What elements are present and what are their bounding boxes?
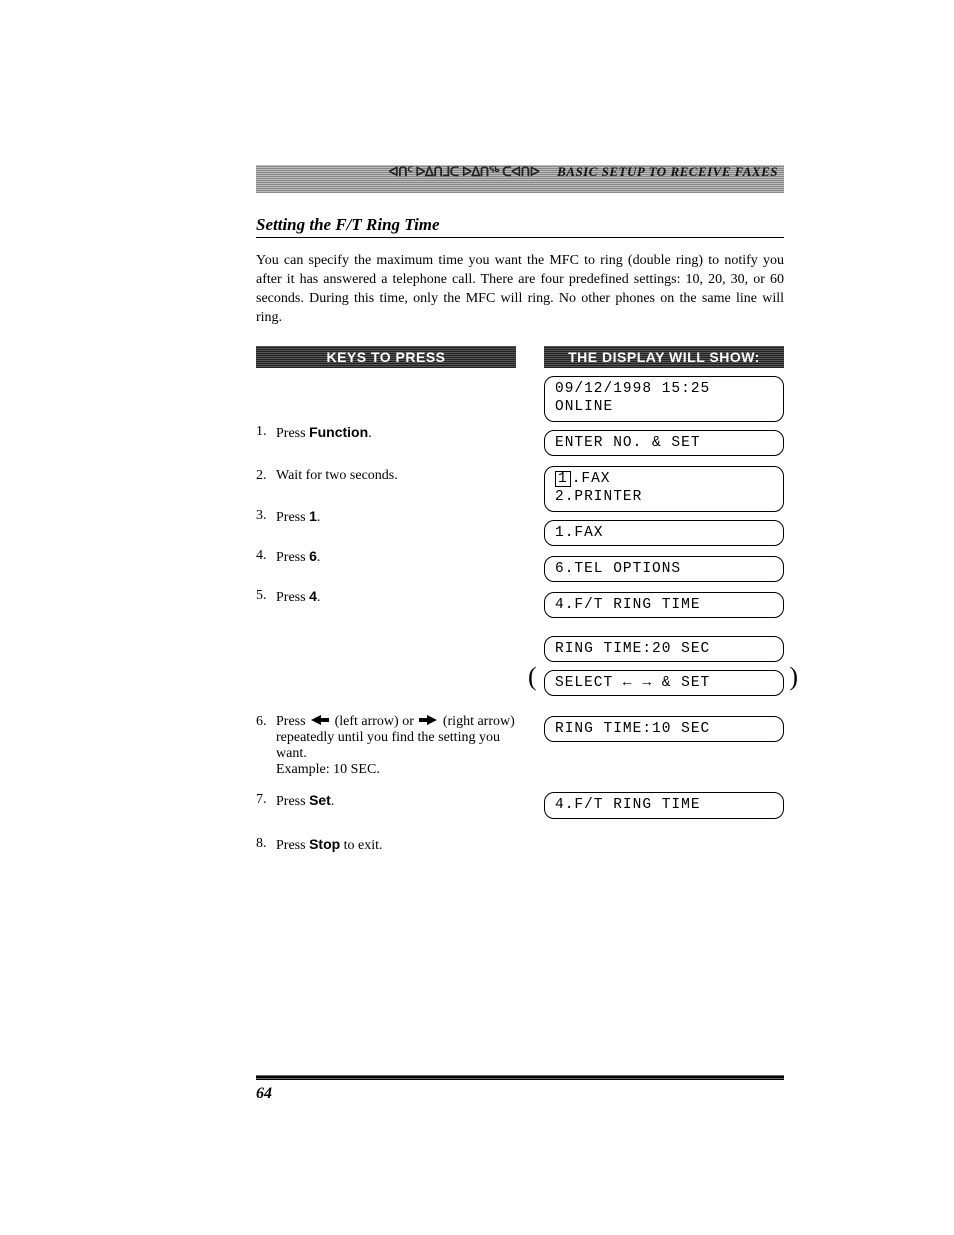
right-arrow-icon: [419, 714, 437, 730]
display-column: THE DISPLAY WILL SHOW: 09/12/1998 15:25 …: [544, 346, 784, 862]
chapter-header-band: ᐊᑎᑦ ᐅᐃᑎᒧᑕ ᐅᐃᑎᖅ ᑕᐊᑎᐅ BASIC SETUP TO RECEI…: [256, 165, 784, 193]
keys-to-press-column: KEYS TO PRESS 1. Press Function. 2. Wait…: [256, 346, 516, 862]
lcd-display: 1.FAX 2.PRINTER: [544, 466, 784, 512]
lcd-display: RING TIME:20 SEC: [544, 636, 784, 662]
lcd-display: SELECT ← → & SET: [544, 670, 784, 696]
boxed-digit: 1: [555, 471, 571, 488]
step-body: Press 1.: [276, 508, 516, 526]
step-text: Press: [276, 714, 309, 729]
step-keyword: 4: [309, 588, 317, 604]
step-number: 8.: [256, 836, 276, 854]
step-1: 1. Press Function.: [256, 424, 516, 442]
step-5: 5. Press 4.: [256, 588, 516, 606]
step-keyword: 1: [309, 508, 317, 524]
step-keyword: 6: [309, 548, 317, 564]
step-text: Press: [276, 838, 309, 853]
lcd-display: 6.TEL OPTIONS: [544, 556, 784, 582]
step-text: .: [317, 590, 321, 605]
step-4: 4. Press 6.: [256, 548, 516, 566]
step-number: 6.: [256, 714, 276, 778]
step-text: Press: [276, 550, 309, 565]
lcd-display: 4.F/T RING TIME: [544, 792, 784, 818]
step-3: 3. Press 1.: [256, 508, 516, 526]
manual-page: ᐊᑎᑦ ᐅᐃᑎᒧᑕ ᐅᐃᑎᖅ ᑕᐊᑎᐅ BASIC SETUP TO RECEI…: [0, 0, 954, 1235]
step-6: 6. Press (left arrow) or (right arrow) r…: [256, 714, 516, 778]
step-number: 2.: [256, 468, 276, 484]
lcd-display: RING TIME:10 SEC: [544, 716, 784, 742]
instruction-columns: KEYS TO PRESS 1. Press Function. 2. Wait…: [256, 346, 784, 862]
lcd-text: .FAX: [572, 471, 611, 487]
step-keyword: Set: [309, 792, 331, 808]
step-body: Press 6.: [276, 548, 516, 566]
step-7: 7. Press Set.: [256, 792, 516, 810]
right-column-header: THE DISPLAY WILL SHOW:: [544, 346, 784, 368]
step-text: .: [331, 794, 335, 809]
step-number: 5.: [256, 588, 276, 606]
step-number: 3.: [256, 508, 276, 526]
bracket-icon: (: [528, 664, 537, 690]
step-text: Press: [276, 794, 309, 809]
header-garbled-text: ᐊᑎᑦ ᐅᐃᑎᒧᑕ ᐅᐃᑎᖅ ᑕᐊᑎᐅ: [389, 165, 539, 179]
left-arrow-icon: [311, 714, 329, 730]
step-text: to exit.: [340, 838, 382, 853]
step-keyword: Stop: [309, 836, 340, 852]
step-body: Press (left arrow) or (right arrow) repe…: [276, 714, 516, 778]
section-title: Setting the F/T Ring Time: [256, 215, 784, 238]
header-right-text: BASIC SETUP TO RECEIVE FAXES: [557, 165, 778, 179]
left-column-header: KEYS TO PRESS: [256, 346, 516, 368]
step-body: Wait for two seconds.: [276, 468, 516, 484]
lcd-text: 2.PRINTER: [555, 489, 642, 505]
step-text: Press: [276, 510, 309, 525]
step-number: 7.: [256, 792, 276, 810]
step-text: Press: [276, 426, 309, 441]
step-body: Press Function.: [276, 424, 516, 442]
step-text: .: [317, 510, 321, 525]
lcd-display: 09/12/1998 15:25 ONLINE: [544, 376, 784, 422]
step-body: Press Stop to exit.: [276, 836, 516, 854]
step-text: Press: [276, 590, 309, 605]
step-text: (left arrow) or: [331, 714, 417, 729]
lcd-display: 4.F/T RING TIME: [544, 592, 784, 618]
step-number: 1.: [256, 424, 276, 442]
lcd-display: ENTER NO. & SET: [544, 430, 784, 456]
footer-rule: [256, 1075, 784, 1080]
bracket-icon: ): [789, 664, 798, 690]
step-keyword: Function: [309, 424, 368, 440]
step-8: 8. Press Stop to exit.: [256, 836, 516, 854]
intro-paragraph: You can specify the maximum time you wan…: [256, 252, 784, 328]
step-2: 2. Wait for two seconds.: [256, 468, 516, 484]
step-number: 4.: [256, 548, 276, 566]
step-text: .: [368, 426, 372, 441]
step-body: Press Set.: [276, 792, 516, 810]
step-note: Example: 10 SEC.: [276, 762, 516, 778]
page-number: 64: [256, 1085, 272, 1103]
step-text: .: [317, 550, 321, 565]
lcd-display: 1.FAX: [544, 520, 784, 546]
step-body: Press 4.: [276, 588, 516, 606]
